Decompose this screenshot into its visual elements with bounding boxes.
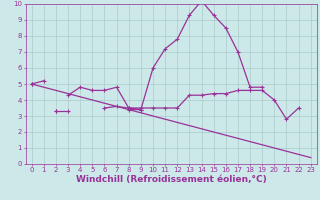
X-axis label: Windchill (Refroidissement éolien,°C): Windchill (Refroidissement éolien,°C) (76, 175, 267, 184)
